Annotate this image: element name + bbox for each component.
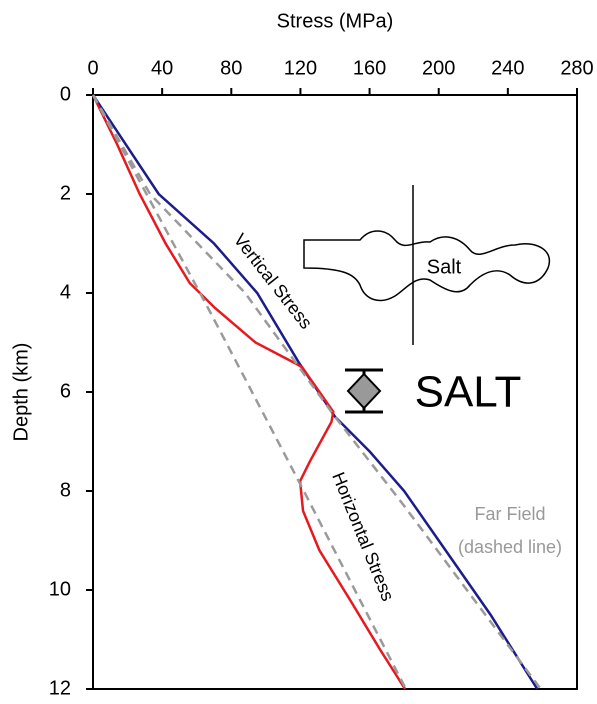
inset-label: Salt bbox=[427, 256, 462, 278]
marker-diamond bbox=[346, 372, 382, 410]
y-tick-label: 0 bbox=[60, 83, 71, 105]
far-field-label: Far Field bbox=[474, 504, 545, 524]
y-axis-label: Depth (km) bbox=[10, 343, 32, 442]
x-tick-label: 120 bbox=[284, 57, 317, 79]
salt-body bbox=[303, 230, 551, 302]
x-axis-label: Stress (MPa) bbox=[277, 10, 394, 32]
x-tick-label: 0 bbox=[87, 57, 98, 79]
plot: 0 40 80 120 160 200 240 280 0 2 4 6 8 10 12 bbox=[49, 57, 594, 699]
far-field-label: (dashed line) bbox=[458, 537, 562, 557]
salt-marker bbox=[345, 368, 383, 414]
y-tick-label: 2 bbox=[60, 182, 71, 204]
x-tick-label: 40 bbox=[151, 57, 173, 79]
y-tick-label: 4 bbox=[60, 281, 71, 303]
x-tick-label: 160 bbox=[353, 57, 386, 79]
y-tick-label: 8 bbox=[60, 479, 71, 501]
y-tick-label: 12 bbox=[49, 677, 71, 699]
x-tick-label: 240 bbox=[491, 57, 524, 79]
y-tick-label: 6 bbox=[60, 380, 71, 402]
x-tick-label: 200 bbox=[422, 57, 455, 79]
x-tick-label: 280 bbox=[560, 57, 593, 79]
series-line bbox=[91, 94, 407, 690]
y-tick-label: 10 bbox=[49, 578, 71, 600]
salt-inset bbox=[303, 185, 551, 345]
salt-label: SALT bbox=[415, 368, 522, 417]
series-line bbox=[91, 94, 407, 690]
series-line bbox=[91, 94, 542, 690]
series-line bbox=[91, 94, 539, 690]
x-tick-label: 80 bbox=[220, 57, 242, 79]
